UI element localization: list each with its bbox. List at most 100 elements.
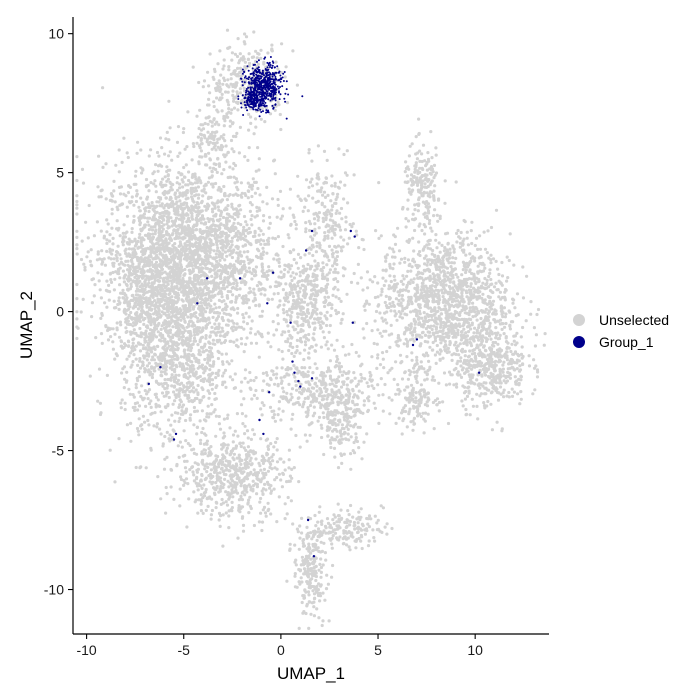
data-point [136, 276, 141, 280]
data-point [218, 217, 222, 221]
data-point [265, 185, 269, 189]
data-point [199, 478, 203, 482]
data-point [200, 460, 204, 464]
data-point [230, 51, 234, 55]
data-point [197, 281, 201, 285]
data-point [151, 287, 155, 291]
data-point [125, 322, 130, 326]
data-point [239, 280, 243, 285]
data-point [232, 221, 236, 225]
data-point [226, 330, 230, 335]
data-point [108, 250, 112, 254]
data-point [234, 287, 238, 291]
data-point [266, 501, 270, 505]
data-point [261, 246, 265, 250]
data-point [296, 252, 301, 256]
data-point [339, 299, 343, 303]
data-point [135, 311, 139, 315]
data-point [238, 262, 242, 266]
data-point [188, 320, 192, 324]
data-point [241, 529, 246, 533]
data-point [192, 447, 196, 451]
data-point [233, 386, 237, 390]
data-point [225, 207, 229, 211]
data-point [272, 257, 276, 261]
data-point [223, 368, 228, 372]
data-point [284, 65, 288, 69]
data-point [232, 150, 236, 154]
data-point [123, 274, 127, 278]
data-point [137, 342, 141, 346]
data-point [335, 338, 339, 342]
data-point [204, 310, 208, 314]
data-point [225, 254, 229, 258]
data-point [130, 240, 134, 244]
data-point [147, 319, 151, 324]
data-point [148, 338, 152, 342]
data-point [164, 211, 168, 215]
data-point [243, 464, 247, 468]
data-point [211, 338, 215, 342]
data-point [147, 228, 151, 232]
data-point [154, 303, 158, 307]
data-point [163, 434, 167, 439]
data-point [194, 372, 198, 376]
data-point [123, 299, 127, 303]
data-point [90, 315, 94, 319]
data-point [150, 375, 154, 380]
data-point [132, 353, 136, 357]
data-point [138, 298, 142, 302]
data-point [134, 386, 138, 390]
data-point [146, 314, 150, 319]
data-point [314, 343, 318, 347]
data-point [260, 458, 264, 463]
data-point [303, 348, 307, 352]
data-point [289, 499, 293, 503]
data-point [173, 399, 177, 403]
data-point [334, 295, 338, 299]
data-point [218, 524, 222, 529]
data-point [285, 512, 289, 516]
data-point [153, 179, 157, 183]
data-point [249, 341, 253, 345]
data-point [237, 476, 241, 480]
data-point [99, 332, 104, 336]
data-point [176, 125, 181, 129]
data-point [262, 476, 266, 480]
data-point [263, 293, 267, 297]
data-point [140, 259, 144, 263]
data-point [296, 266, 300, 270]
data-point [112, 288, 116, 292]
data-point [136, 240, 140, 244]
data-point [219, 210, 224, 214]
data-point [158, 216, 162, 220]
data-point [176, 411, 180, 415]
data-point [198, 108, 202, 112]
data-point [164, 196, 168, 200]
data-point [321, 321, 325, 325]
data-point [165, 386, 169, 390]
data-point [252, 452, 256, 456]
data-point [170, 413, 174, 417]
data-point [134, 169, 138, 173]
data-point [142, 212, 146, 216]
data-point [196, 392, 200, 397]
data-point [216, 314, 221, 319]
data-point [146, 216, 150, 220]
data-point [196, 383, 200, 388]
data-point [236, 221, 240, 225]
data-point [278, 457, 282, 461]
data-point [155, 317, 160, 321]
data-point [223, 339, 228, 343]
data-point [148, 328, 153, 332]
data-point [135, 189, 139, 193]
data-point [217, 249, 221, 253]
data-point [240, 516, 244, 520]
data-point [156, 278, 160, 282]
data-point [234, 297, 238, 302]
data-point [231, 495, 235, 499]
data-point [325, 340, 329, 344]
data-point [174, 295, 178, 299]
data-point [206, 358, 210, 362]
